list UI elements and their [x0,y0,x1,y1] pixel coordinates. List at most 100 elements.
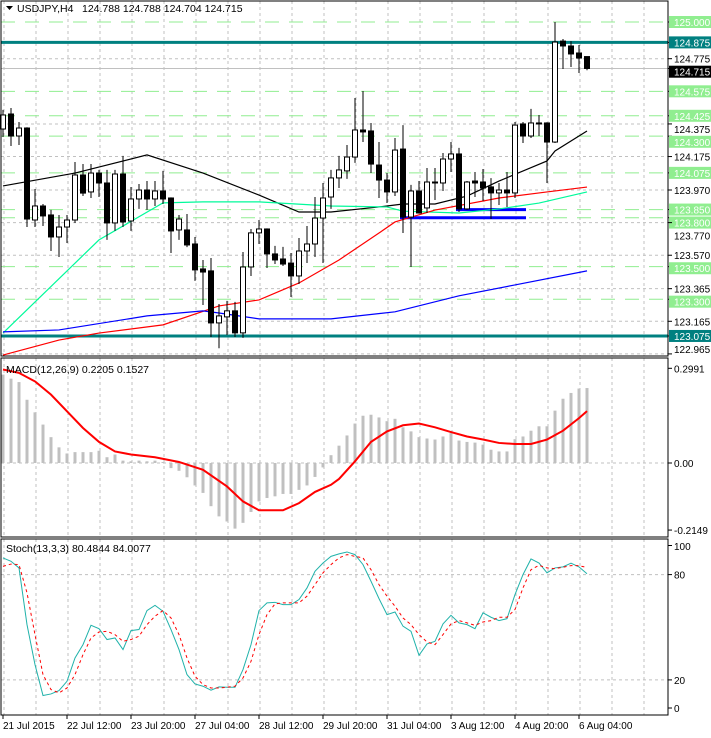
panel-frame [0,0,669,357]
candle [520,121,526,144]
macd-histogram-bar [89,452,93,463]
candle [248,228,254,276]
candle-body-bear [8,113,14,137]
stoch-axis-label: 80 [674,571,686,582]
candle [416,181,422,214]
macd-histogram-bar [137,460,141,463]
stochastic-panel [2,551,588,697]
level-price-label-bg [669,85,711,98]
candle-body-bull [240,266,246,334]
time-label: 31 Jul 04:00 [387,721,442,732]
candle [224,300,230,335]
macd-signal-line [2,368,588,512]
candle-body-bear [384,179,390,193]
candle-body-bull [408,190,414,218]
macd-histogram-bar [537,426,541,463]
candle [304,226,310,264]
level-price-label-bg [669,216,711,229]
macd-histogram-bar [201,463,205,493]
candle [232,301,238,337]
candle-body-bear [416,190,422,214]
stoch-axis-label: 0 [674,704,680,715]
candle [24,127,30,228]
level-price-label: 123.800 [674,219,711,230]
candle [424,167,430,213]
candle-body-bear [24,127,30,220]
candle-body-bear [520,123,526,137]
chart-header: USDJPY,H4 124.788 124.788 124.704 124.71… [6,3,243,15]
candle [496,182,502,205]
macd-histogram-bar [433,439,437,463]
price-tick-label: 124.175 [674,153,711,164]
macd-histogram-bar [73,452,77,463]
candle [376,142,382,198]
candle-body-bear [368,130,374,165]
time-label: 27 Jul 04:00 [195,721,250,732]
macd-histogram-bar [377,417,381,463]
macd-histogram-bar [273,463,277,497]
macd-histogram-bar [417,437,421,463]
candle [344,144,350,179]
candle-body-bull [64,219,70,228]
level-price-label-bg [669,203,711,216]
time-label: 22 Jul 12:00 [67,721,122,732]
current-price-label-bg [669,65,711,78]
candle [48,209,54,251]
macd-axis-label: 0.2991 [674,364,705,375]
level-price-label: 124.425 [674,112,711,123]
panel-frame [0,357,669,538]
candle-body-bear [400,148,406,218]
candle-body-bull [448,153,454,160]
stoch-axis-label: 20 [674,676,686,687]
macd-histogram-bar [353,423,357,463]
candle-body-bull [424,181,430,209]
candle [488,178,494,220]
triangle-down-icon[interactable] [6,6,13,10]
macd-histogram-bar [481,444,485,463]
macd-histogram-bar [585,388,589,463]
candle [504,172,510,207]
candle [192,236,198,281]
time-axis: 21 Jul 2015 22 Jul 12:00 23 Jul 20:00 27 Ju… [2,715,633,732]
macd-histogram-bar [185,463,189,478]
candle [328,169,334,209]
candle [392,137,398,197]
candle-body-bull [56,226,62,238]
level-price-label: 123.850 [674,206,711,217]
stoch-axis-label: 100 [674,542,691,553]
candle-body-bear [80,174,86,194]
macd-histogram-bar [545,426,549,463]
panel-frame [0,538,669,716]
candle-body-bull [128,198,134,222]
candle [272,245,278,265]
candle [168,197,174,253]
ma-line-blue [2,270,588,333]
macd-histogram-bar [25,399,29,463]
candle-body-bull [296,250,302,277]
candle [120,155,126,228]
macd-histogram-bar [289,463,293,494]
macd-histogram-bar [361,415,365,463]
candle-body-bear [560,40,566,47]
candle [56,214,62,258]
price-axis: 125.000 124.875 124.775 124.715 124.575 124.4… [668,16,711,715]
candle [448,142,454,173]
level-price-label: 124.575 [674,87,711,98]
candle [544,122,550,183]
macd-histogram-bar [209,463,213,507]
candle-body-bear [488,186,494,194]
macd-histogram-bar [369,414,373,463]
macd-histogram-bar [193,463,197,486]
candle [128,187,134,231]
candle-body-bull [552,41,558,143]
candle [72,161,78,223]
candle [568,41,574,68]
macd-label: MACD(12,26,9) 0.2205 0.1527 [6,364,149,376]
macd-histogram-bar [489,449,493,463]
macd-histogram-bar [569,392,573,463]
candle [512,121,518,198]
candle [360,90,366,143]
candle [280,246,286,266]
macd-histogram-bar [1,374,5,463]
